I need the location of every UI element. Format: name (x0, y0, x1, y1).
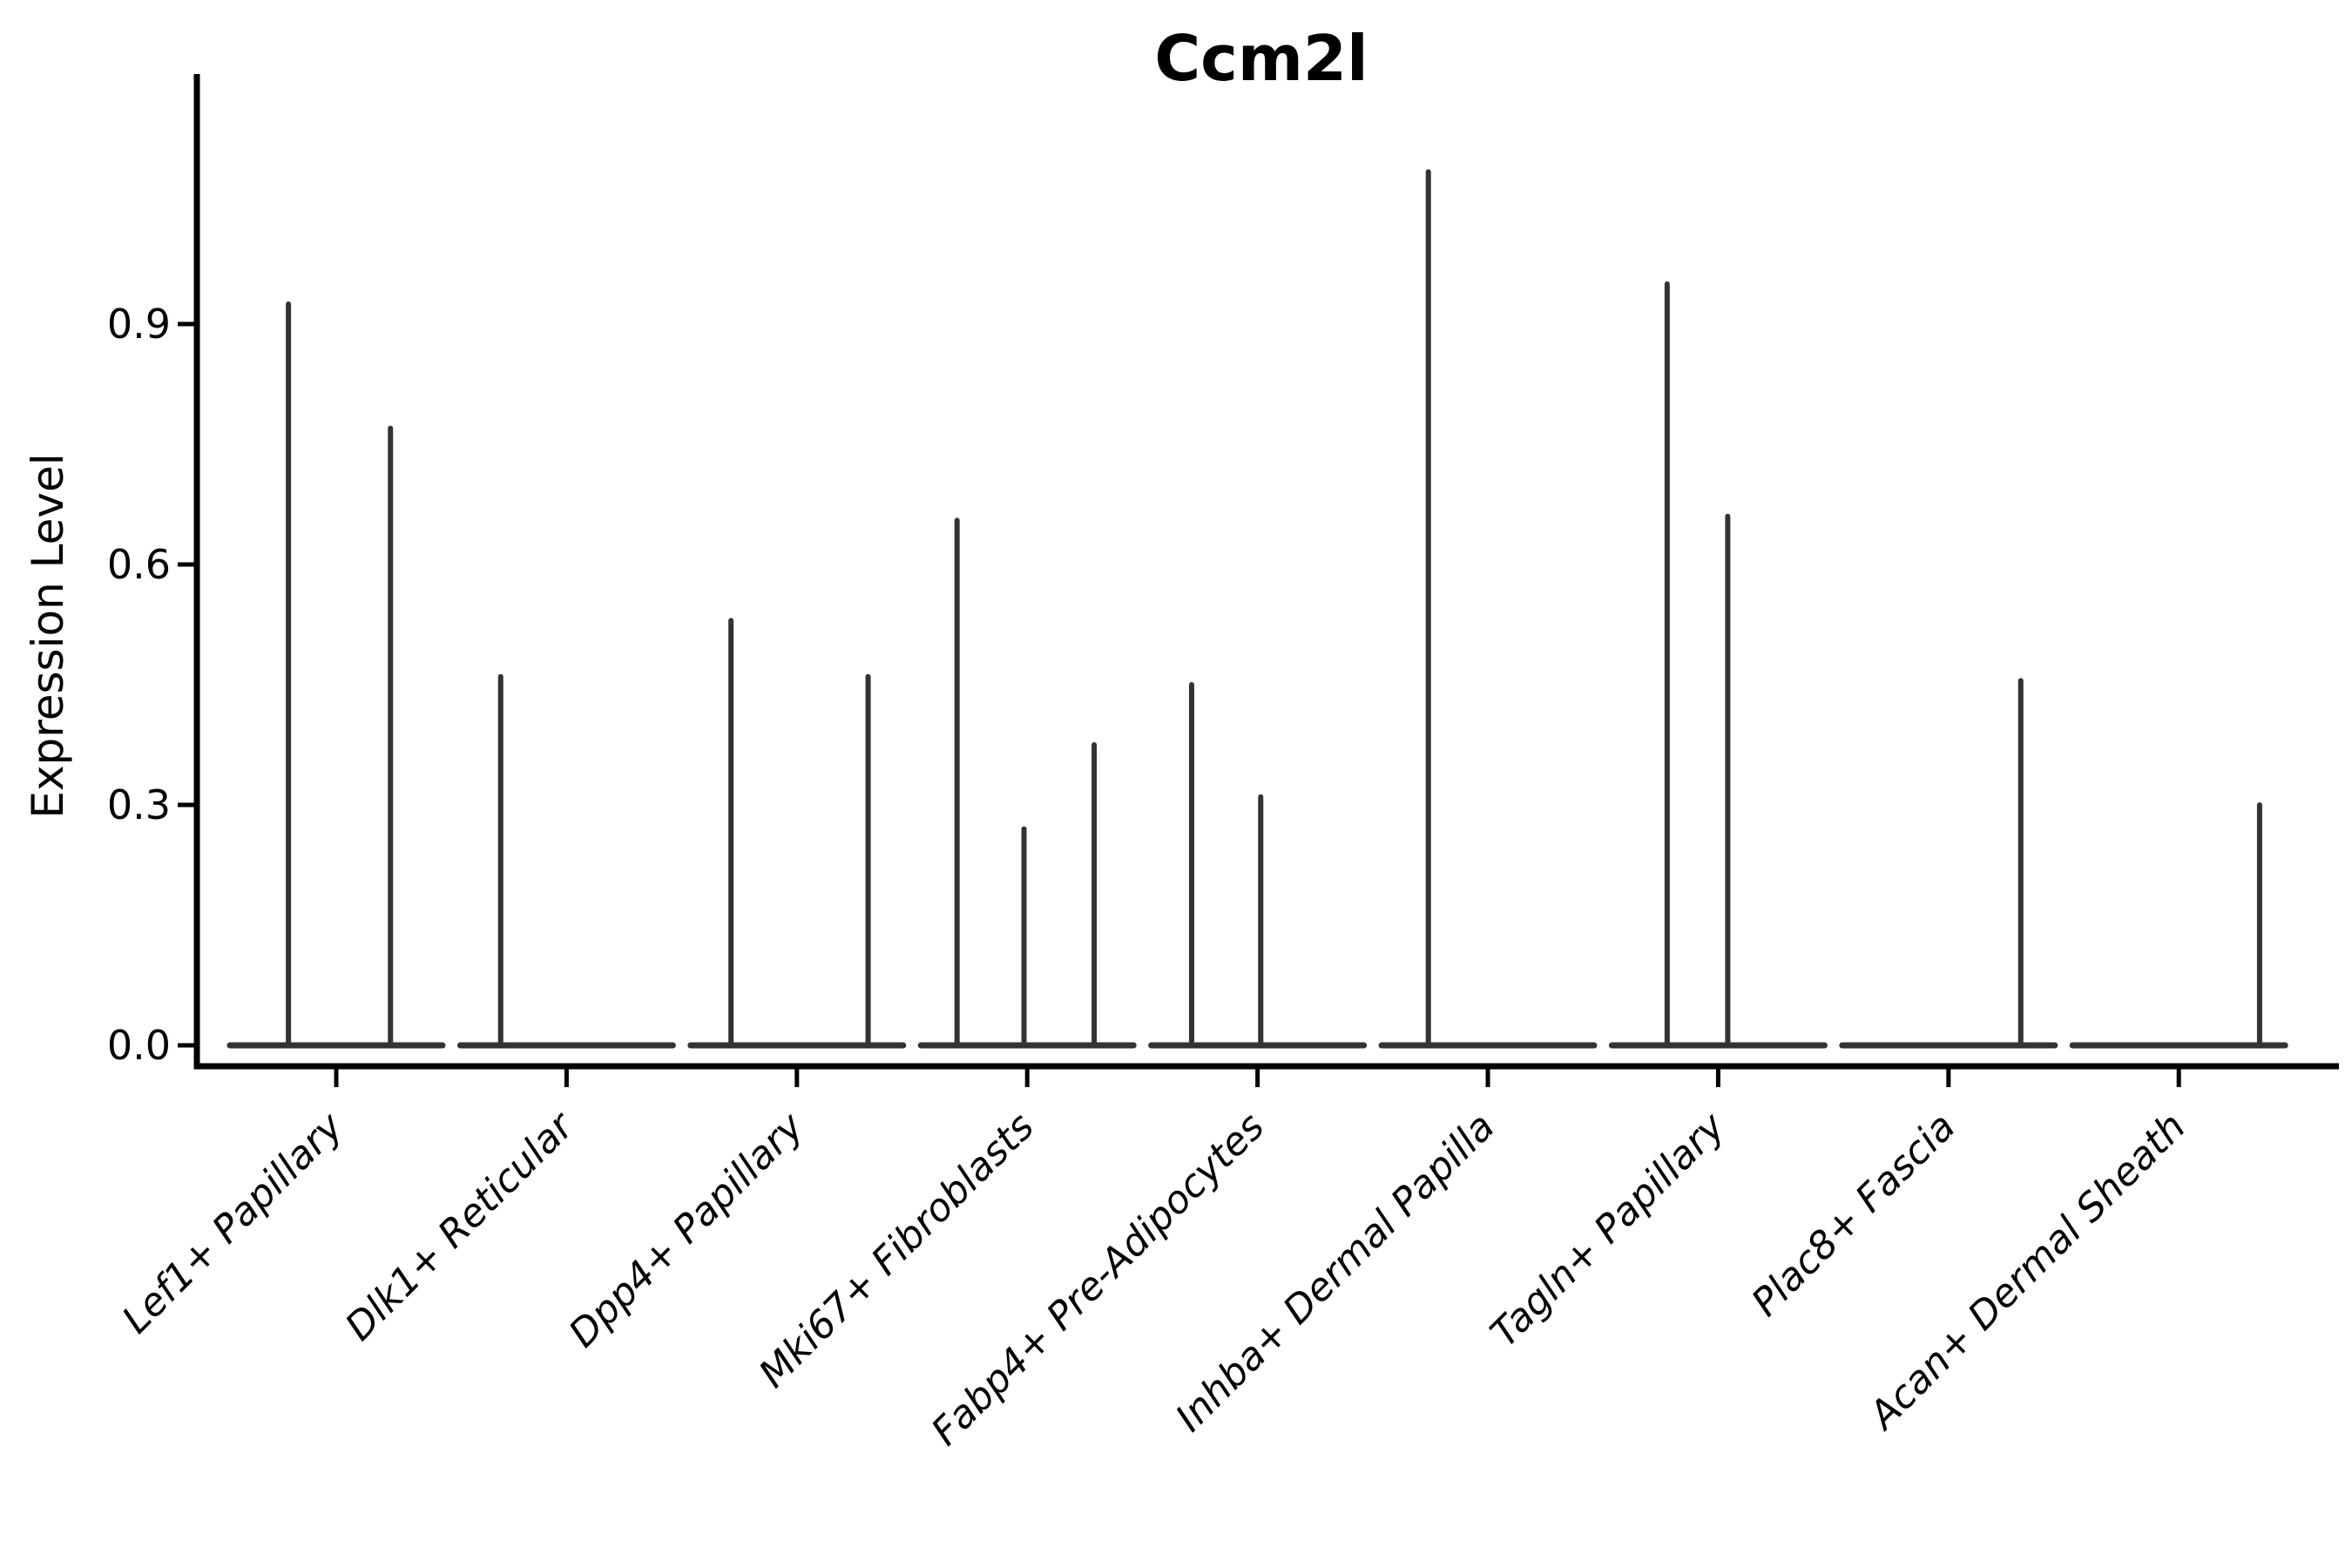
y-tick-label: 0.0 (107, 1022, 171, 1069)
axes-layer (178, 74, 2339, 1087)
y-axis-title: Expression Level (23, 453, 73, 818)
y-tick-label: 0.3 (107, 781, 171, 828)
x-tick-label: Plac8+ Fascia (1743, 1105, 1963, 1325)
x-tick-label: Tagln+ Papillary (1482, 1104, 1734, 1355)
violins-layer (226, 169, 2288, 1049)
y-tick-label: 0.6 (107, 541, 171, 588)
chart-title: Ccm2l (1154, 22, 1368, 95)
y-tick-label: 0.9 (107, 301, 171, 348)
x-tick-label: Dpp4+ Papillary (561, 1104, 814, 1356)
x-tick-label: Dlk1+ Reticular (337, 1103, 584, 1349)
x-tick-label: Lef1+ Papillary (114, 1104, 353, 1342)
